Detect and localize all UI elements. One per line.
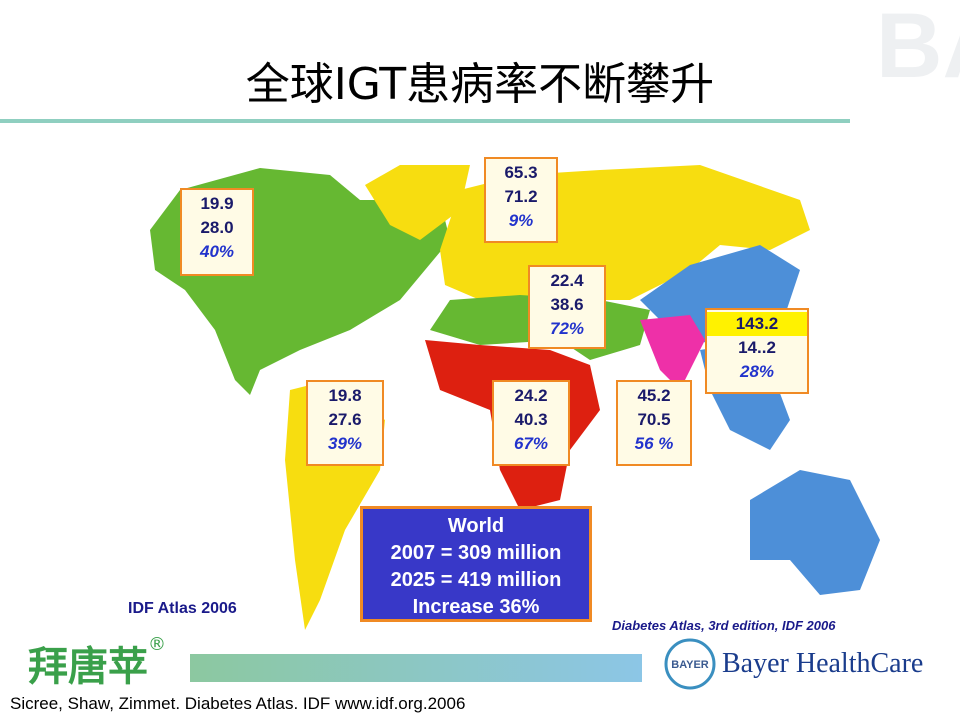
world-line: World: [447, 515, 505, 537]
region-increase: 9%: [508, 211, 534, 230]
region-value: 71.2: [504, 187, 538, 206]
region-box: 143.2 14..2 28%: [705, 308, 809, 394]
region-box: 19.8 27.6 39%: [306, 380, 384, 466]
region-increase: 56 %: [634, 434, 674, 453]
india: [640, 315, 705, 390]
slide-title: 全球IGT患病率不断攀升: [245, 59, 715, 110]
region-increase: 72%: [549, 319, 585, 338]
region-box: 19.9 28.0 40%: [180, 188, 254, 276]
brand-bar: [190, 654, 642, 682]
australia: [750, 470, 880, 595]
region-value: 19.9: [200, 194, 234, 213]
region-value: 22.4: [550, 271, 584, 290]
region-value: 19.8: [328, 386, 362, 405]
source-right: Diabetes Atlas, 3rd edition, IDF 2006: [612, 618, 836, 633]
world-line: 2007 = 309 million: [390, 542, 562, 564]
region-box: 24.2 40.3 67%: [492, 380, 570, 466]
region-value: 14..2: [738, 338, 776, 357]
logo-text: BAYER: [671, 659, 709, 671]
region-value: 45.2: [637, 386, 671, 405]
region-increase: 28%: [739, 362, 775, 381]
region-value: 65.3: [504, 163, 538, 182]
world-box: World 2007 = 309 million 2025 = 419 millio…: [360, 506, 592, 622]
region-increase: 39%: [327, 434, 363, 453]
region-value: 27.6: [328, 410, 362, 429]
region-increase: 40%: [199, 242, 235, 261]
region-value: 40.3: [514, 410, 548, 429]
region-increase: 67%: [513, 434, 549, 453]
bayer-cross-logo: [664, 638, 716, 690]
world-line: 2025 = 419 million: [390, 569, 562, 591]
brand: 拜唐苹®: [28, 634, 166, 692]
watermark: BAYER: [876, 0, 960, 97]
source-left: IDF Atlas 2006: [128, 600, 237, 617]
region-value: 28.0: [200, 218, 234, 237]
region-box: 45.2 70.5 56 %: [616, 380, 692, 466]
region-value: 38.6: [550, 295, 584, 314]
region-value: 70.5: [637, 410, 671, 429]
region-box: 22.4 38.6 72%: [528, 265, 606, 349]
citation: Sicree, Shaw, Zimmet. Diabetes Atlas. ID…: [10, 694, 466, 713]
company-name: Bayer HealthCare: [722, 648, 924, 679]
region-box: 65.3 71.2 9%: [484, 157, 558, 243]
world-line: Increase 36%: [412, 596, 540, 618]
greenland: [365, 165, 470, 240]
brand-name: 拜唐苹: [28, 644, 148, 690]
region-value: 143.2: [707, 312, 807, 336]
brand-mark: ®: [148, 634, 166, 655]
region-value: 24.2: [514, 386, 548, 405]
